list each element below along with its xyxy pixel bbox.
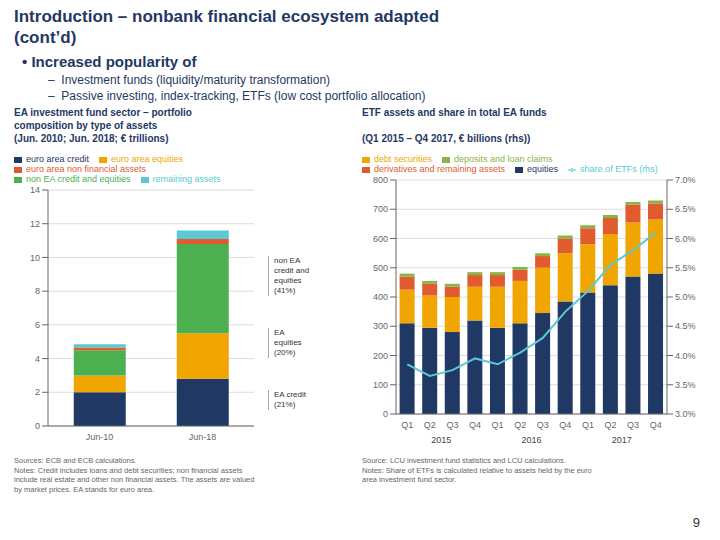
svg-text:Q2: Q2 [605, 420, 617, 430]
svg-text:0: 0 [35, 421, 40, 431]
svg-text:200: 200 [373, 351, 388, 361]
html-text:– Passive investing, index-tra: – Passive investing, index-tracking, ETF… [48, 89, 426, 103]
svg-text:14: 14 [30, 185, 40, 195]
svg-text:6: 6 [35, 320, 40, 330]
svg-text:Q3: Q3 [537, 420, 549, 430]
svg-text:6.0%: 6.0% [675, 234, 696, 244]
svg-text:600: 600 [373, 234, 388, 244]
html-text:2016: 2016 [521, 435, 542, 445]
html-text:derivatives and remaining asse: derivatives and remaining assets [374, 164, 506, 174]
html-text:ETF assets and share in total: ETF assets and share in total EA funds [362, 107, 547, 118]
html-text:Sources: ECB and ECB calculati: Sources: ECB and ECB calculations. Notes… [14, 456, 255, 494]
svg-text:300: 300 [373, 321, 388, 331]
svg-text:Q1: Q1 [582, 420, 594, 430]
svg-text:Q1: Q1 [401, 420, 413, 430]
html-text:share of ETFs (rhs): share of ETFs (rhs) [580, 164, 658, 174]
html-text:equities: equities [527, 164, 559, 174]
svg-text:3.5%: 3.5% [675, 380, 696, 390]
svg-text:Q4: Q4 [650, 420, 662, 430]
svg-text:0: 0 [383, 409, 388, 419]
html-text:2015: 2015 [431, 435, 452, 445]
html-text:– Investment funds (liquidity/: – Investment funds (liquidity/maturity t… [48, 73, 331, 87]
svg-text:5.5%: 5.5% [675, 263, 696, 273]
svg-text:4.5%: 4.5% [675, 321, 696, 331]
svg-text:Jun-18: Jun-18 [189, 432, 217, 442]
html-text:euro area non financial assets: euro area non financial assets [26, 164, 147, 174]
html-text:(Q1 2015 – Q4 2017, € billions: (Q1 2015 – Q4 2017, € billions (rhs)) [362, 133, 531, 144]
svg-text:Q4: Q4 [469, 420, 481, 430]
svg-text:Q1: Q1 [492, 420, 504, 430]
html-text:non EA credit and equities (41: non EA credit and equities (41%) [274, 256, 310, 295]
html-text:EA equities (20%): EA equities (20%) [274, 328, 302, 357]
svg-text:800: 800 [373, 175, 388, 185]
svg-text:500: 500 [373, 263, 388, 273]
svg-text:Q4: Q4 [559, 420, 571, 430]
svg-text:2: 2 [35, 387, 40, 397]
svg-text:12: 12 [30, 219, 40, 229]
svg-text:4.0%: 4.0% [675, 351, 696, 361]
html-text:Source: LCU investment fund st: Source: LCU investment fund statistics a… [362, 456, 592, 484]
svg-text:4: 4 [35, 354, 40, 364]
svg-text:Q2: Q2 [424, 420, 436, 430]
html-text:Introduction – nonbank financi: Introduction – nonbank financial ecosyst… [14, 7, 440, 47]
html-text:(Jun. 2010; Jun. 2018; € trill: (Jun. 2010; Jun. 2018; € trillions) [14, 133, 169, 144]
svg-text:400: 400 [373, 292, 388, 302]
html-text:debt securities: debt securities [374, 154, 432, 164]
svg-text:3.0%: 3.0% [675, 409, 696, 419]
svg-text:700: 700 [373, 204, 388, 214]
html-text:euro area equities: euro area equities [111, 154, 184, 164]
svg-text:6.5%: 6.5% [675, 204, 696, 214]
svg-text:5.0%: 5.0% [675, 292, 696, 302]
svg-text:10: 10 [30, 253, 40, 263]
svg-text:7.0%: 7.0% [675, 175, 696, 185]
html-text:deposits and loan claims: deposits and loan claims [454, 154, 553, 164]
svg-text:Q3: Q3 [627, 420, 639, 430]
html-text:euro area credit: euro area credit [26, 154, 89, 164]
html-text:remaining assets: remaining assets [152, 174, 221, 184]
html-text:non EA credit and equities: non EA credit and equities [26, 174, 131, 184]
svg-text:8: 8 [35, 286, 40, 296]
html-text:9: 9 [692, 515, 700, 530]
svg-text:100: 100 [373, 380, 388, 390]
svg-text:Q2: Q2 [514, 420, 526, 430]
html-text:• Increased popularity of: • Increased popularity of [22, 53, 197, 70]
svg-text:Jun-10: Jun-10 [86, 432, 114, 442]
html-text:EA investment fund sector – po: EA investment fund sector – portfolio co… [14, 107, 192, 131]
svg-text:Q3: Q3 [446, 420, 458, 430]
html-text:2017: 2017 [611, 435, 632, 445]
html-text:EA credit (21%): EA credit (21%) [274, 390, 306, 409]
